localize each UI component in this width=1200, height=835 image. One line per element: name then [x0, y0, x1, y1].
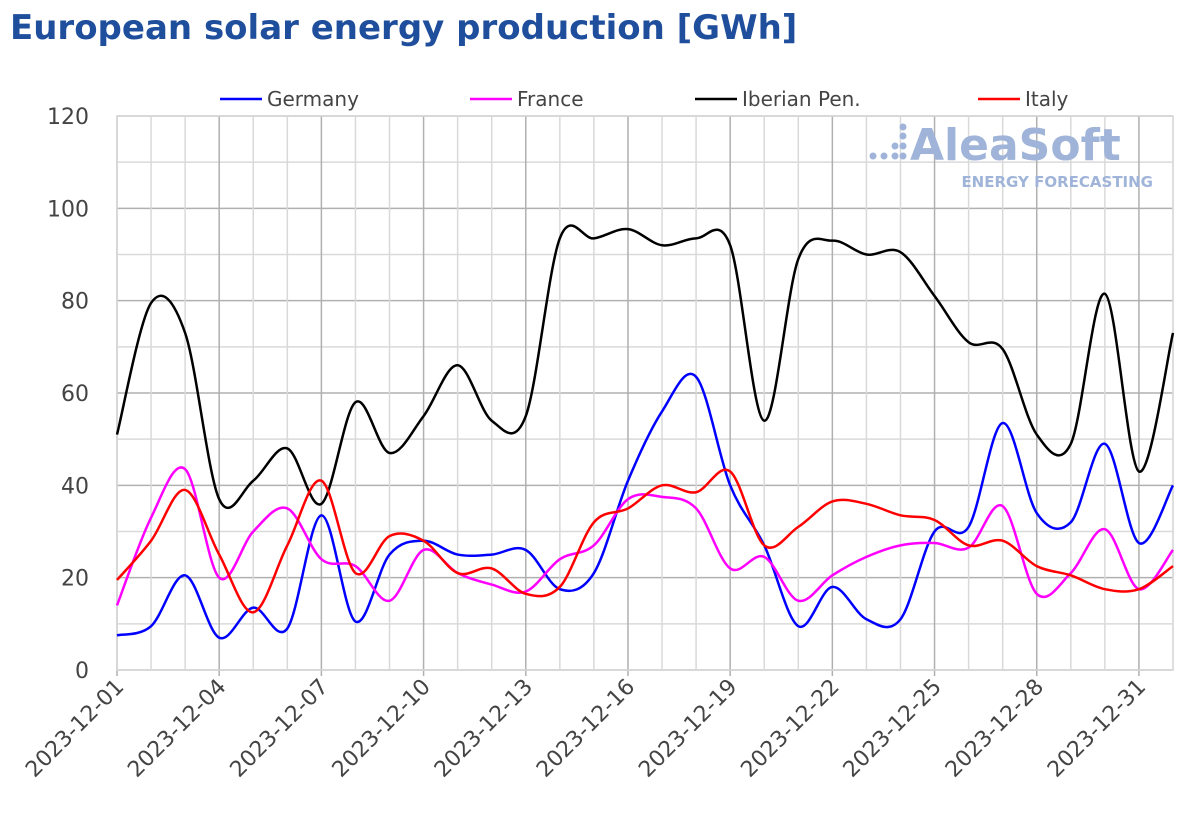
x-tick-label: 2023-12-22 [737, 675, 845, 783]
watermark-logo-dot [869, 152, 877, 160]
x-tick-label: 2023-12-01 [21, 675, 129, 783]
y-tick-label: 120 [47, 105, 89, 130]
watermark-logo-dot [899, 132, 907, 140]
x-tick-label: 2023-12-28 [941, 675, 1049, 783]
y-tick-label: 100 [47, 197, 89, 222]
x-tick-label: 2023-12-19 [634, 675, 742, 783]
watermark-logo-dot [891, 152, 899, 160]
y-tick-label: 20 [61, 567, 89, 592]
legend-label-france: France [517, 87, 584, 111]
watermark-tagline: ENERGY FORECASTING [961, 173, 1153, 191]
legend-label-italy: Italy [1025, 87, 1069, 111]
y-tick-label: 60 [61, 382, 89, 407]
x-tick-label: 2023-12-16 [532, 675, 640, 783]
watermark-brand: AleaSoft [910, 120, 1121, 171]
series-line-iberian-pen [115, 224, 1175, 510]
watermark-logo-dot [899, 142, 907, 150]
x-tick-label: 2023-12-04 [123, 675, 231, 783]
series-line-germany [116, 372, 1175, 640]
x-tick-label: 2023-12-31 [1043, 675, 1151, 783]
legend-label-iberian-pen: Iberian Pen. [742, 87, 861, 111]
x-tick-label: 2023-12-10 [328, 675, 436, 783]
y-tick-label: 0 [75, 659, 89, 684]
y-tick-label: 40 [61, 474, 89, 499]
y-tick-label: 80 [61, 290, 89, 315]
legend-label-germany: Germany [267, 87, 359, 111]
watermark-logo-dot [880, 152, 888, 160]
watermark-logo-dot [899, 123, 907, 131]
x-tick-label: 2023-12-07 [226, 675, 334, 783]
watermark-logo-dot [899, 152, 907, 160]
plot-area [116, 115, 1174, 671]
chart-title: European solar energy production [GWh] [10, 8, 798, 48]
x-tick-label: 2023-12-25 [839, 675, 947, 783]
watermark-logo-dot [891, 142, 899, 150]
series-line-italy [116, 468, 1174, 614]
series-line-france [115, 466, 1175, 606]
x-tick-label: 2023-12-13 [430, 675, 538, 783]
